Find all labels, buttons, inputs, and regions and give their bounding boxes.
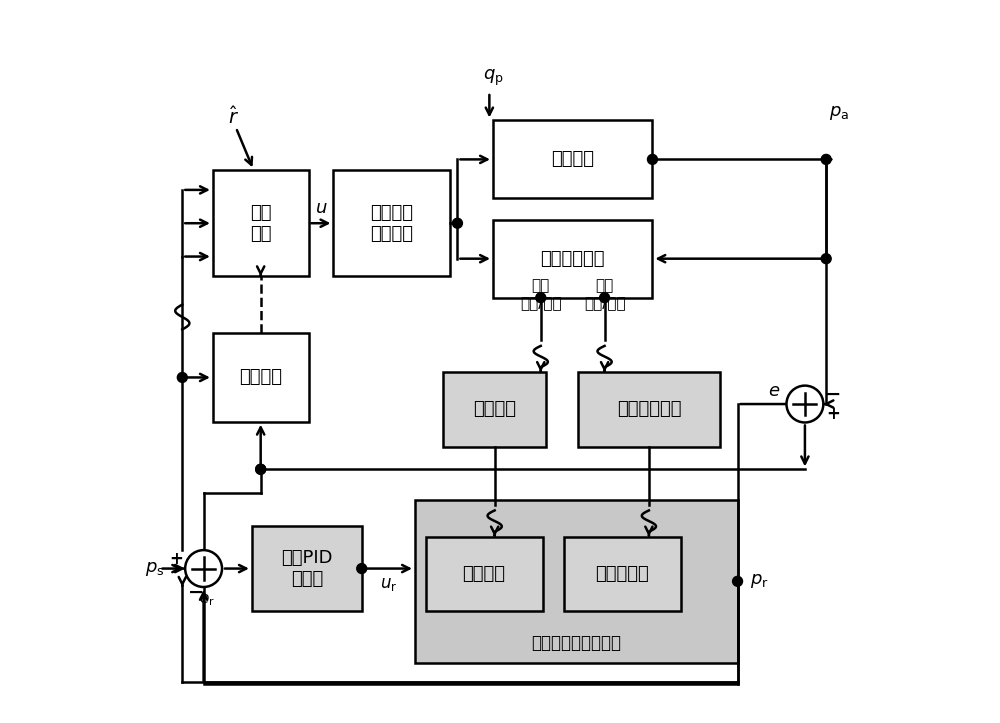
Text: $u$: $u$ (315, 199, 328, 217)
Text: 虚拟PID
控制器: 虚拟PID 控制器 (281, 549, 333, 588)
Bar (213, 333, 309, 422)
Circle shape (786, 385, 823, 422)
Bar (333, 170, 450, 276)
Text: $\hat{r}$: $\hat{r}$ (228, 106, 239, 128)
Text: $p_{\mathrm{a}}$: $p_{\mathrm{a}}$ (829, 104, 849, 122)
Text: 非参数模型: 非参数模型 (595, 565, 649, 583)
Text: 数据存储单元: 数据存储单元 (540, 249, 605, 268)
Bar (493, 220, 652, 298)
Bar (426, 536, 543, 611)
Circle shape (600, 293, 610, 303)
Text: $e_{\mathrm{r}}$: $e_{\mathrm{r}}$ (199, 592, 215, 607)
Circle shape (733, 576, 743, 586)
Text: +: + (170, 549, 184, 568)
Bar (578, 372, 720, 447)
Text: 控制算法: 控制算法 (239, 369, 282, 387)
Text: 血液流速
控制单元: 血液流速 控制单元 (370, 204, 413, 243)
Circle shape (357, 564, 367, 573)
Text: 参考
输入/输出: 参考 输入/输出 (520, 278, 562, 310)
Text: $p_{\mathrm{s}}$: $p_{\mathrm{s}}$ (145, 560, 164, 578)
Circle shape (821, 254, 831, 264)
Circle shape (452, 218, 462, 228)
Bar (213, 170, 309, 276)
Circle shape (177, 372, 187, 382)
Bar (252, 526, 362, 611)
Text: 历史
输入/输出: 历史 输入/输出 (584, 278, 625, 310)
Circle shape (536, 293, 546, 303)
Bar (415, 500, 738, 663)
Circle shape (821, 155, 831, 164)
Bar (493, 121, 652, 198)
Text: $e$: $e$ (768, 382, 780, 401)
Circle shape (256, 464, 266, 474)
Text: 离体心脏: 离体心脏 (551, 150, 594, 168)
Circle shape (647, 155, 657, 164)
Text: +: + (826, 405, 840, 423)
Text: 参数模型: 参数模型 (463, 565, 506, 583)
Text: $u_{\mathrm{r}}$: $u_{\mathrm{r}}$ (380, 576, 397, 593)
Bar (443, 372, 546, 447)
Text: 半参数离体心脏模型: 半参数离体心脏模型 (531, 634, 621, 652)
Text: 参数辨识: 参数辨识 (473, 401, 516, 419)
Bar (564, 536, 681, 611)
Text: $p_{\mathrm{r}}$: $p_{\mathrm{r}}$ (750, 573, 769, 590)
Circle shape (185, 550, 222, 587)
Text: −: − (188, 583, 205, 602)
Text: 高斯过程学习: 高斯过程学习 (617, 401, 681, 419)
Circle shape (256, 464, 266, 474)
Text: −: − (825, 385, 841, 403)
Text: 控制
增益: 控制 增益 (250, 204, 271, 243)
Text: $q_{\mathrm{p}}$: $q_{\mathrm{p}}$ (483, 68, 503, 88)
